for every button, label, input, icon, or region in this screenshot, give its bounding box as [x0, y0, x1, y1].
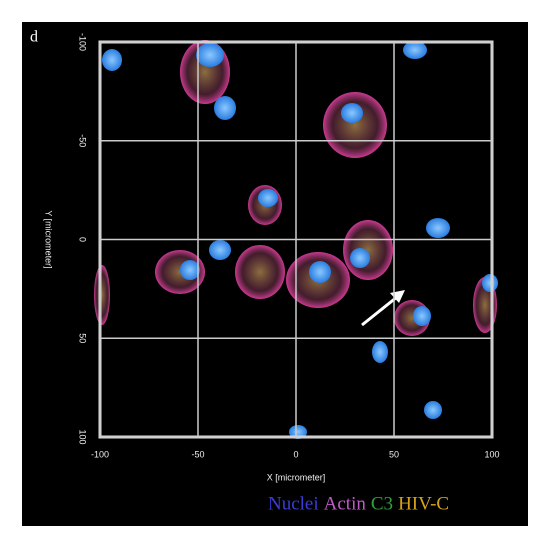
nucleus	[413, 306, 431, 326]
nucleus	[102, 49, 122, 71]
cell	[343, 220, 393, 280]
nucleus	[341, 103, 363, 123]
x-axis-label: X [micrometer]	[267, 472, 326, 482]
nucleus	[350, 248, 370, 268]
nucleus	[424, 401, 442, 419]
nucleus	[482, 274, 498, 292]
legend-entry: Actin	[324, 493, 367, 514]
y-tick-label: 100	[78, 429, 88, 444]
legend-entry: Nuclei	[268, 493, 319, 514]
y-tick-label: 50	[78, 333, 88, 343]
x-tick-label: -50	[191, 449, 204, 459]
y-tick-label: 0	[78, 237, 88, 242]
legend-entry: C3	[371, 493, 393, 514]
y-tick-label: -50	[78, 134, 88, 147]
x-tick-label: 50	[389, 449, 399, 459]
nucleus	[214, 96, 236, 120]
cell	[94, 265, 110, 325]
x-tick-label: 100	[484, 449, 499, 459]
nucleus	[426, 218, 450, 238]
y-axis-label: Y [micrometer]	[44, 210, 54, 268]
nucleus	[196, 43, 224, 67]
nucleus	[180, 260, 200, 280]
cell	[323, 92, 387, 158]
x-tick-label: 0	[293, 449, 298, 459]
y-tick-label: -100	[78, 33, 88, 51]
cell	[235, 245, 285, 299]
nucleus	[372, 341, 388, 363]
cells	[94, 40, 498, 439]
nucleus	[258, 189, 278, 207]
panel-label: d	[30, 29, 38, 46]
legend-entry: HIV-C	[398, 493, 449, 514]
x-tick-label: -100	[91, 449, 109, 459]
nucleus	[209, 240, 231, 260]
nucleus	[403, 41, 427, 59]
nucleus	[309, 261, 331, 283]
